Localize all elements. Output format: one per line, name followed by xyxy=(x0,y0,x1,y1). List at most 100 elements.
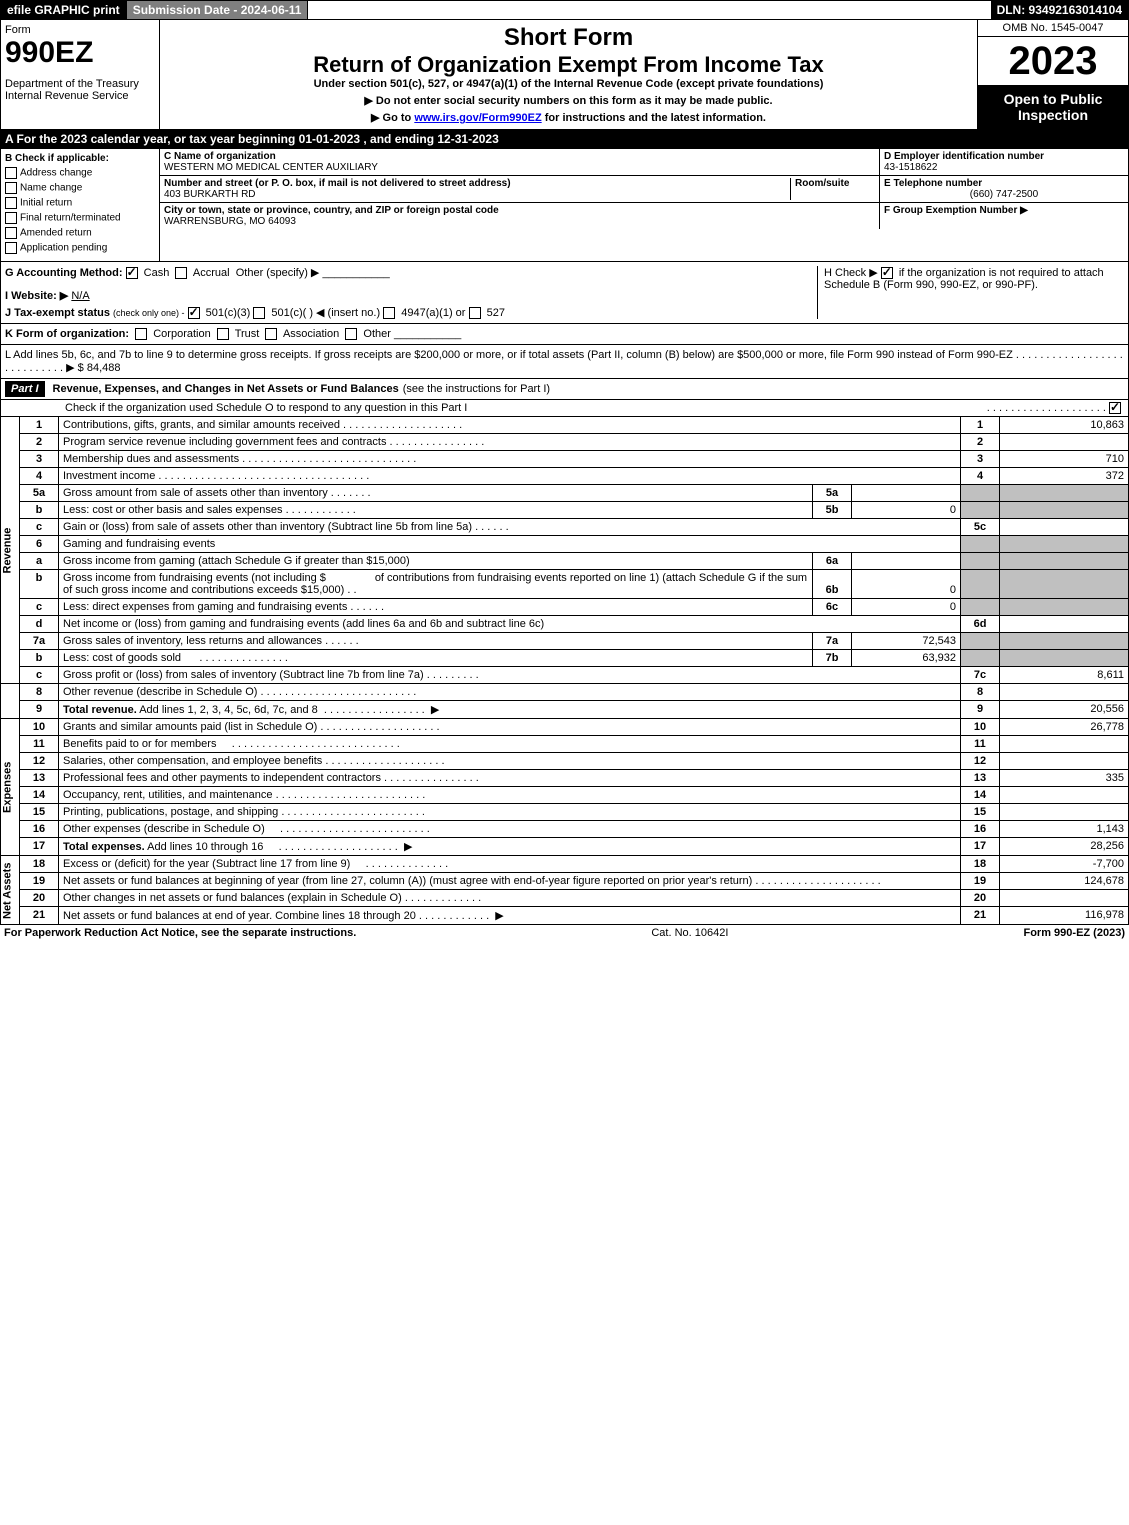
h-text: H Check ▶ xyxy=(824,267,878,279)
room-label: Room/suite xyxy=(795,178,849,189)
part1-table: Revenue 1 Contributions, gifts, grants, … xyxy=(0,417,1129,925)
checkbox-corp-icon[interactable] xyxy=(135,328,147,340)
efile-label[interactable]: efile GRAPHIC print xyxy=(1,1,127,19)
i-label: I Website: ▶ xyxy=(5,290,68,302)
row-14: 14 Occupancy, rent, utilities, and maint… xyxy=(1,787,1129,804)
l6-num: 6 xyxy=(20,536,59,553)
check-application-pending[interactable]: Application pending xyxy=(5,242,155,254)
l2-rnum: 2 xyxy=(961,434,1000,451)
side-netassets: Net Assets xyxy=(1,856,20,925)
l5b-mnum: 5b xyxy=(813,502,852,519)
box-c-name: C Name of organization WESTERN MO MEDICA… xyxy=(160,149,879,175)
row-7a: 7a Gross sales of inventory, less return… xyxy=(1,633,1129,650)
l6a-mval xyxy=(852,553,961,570)
l11-desc: Benefits paid to or for members xyxy=(63,738,216,750)
shaded-cell xyxy=(961,570,1000,599)
check-label-2: Initial return xyxy=(20,198,72,209)
row-9: 9 Total revenue. Add lines 1, 2, 3, 4, 5… xyxy=(1,701,1129,719)
line-g: G Accounting Method: Cash Accrual Other … xyxy=(5,266,817,279)
org-name: WESTERN MO MEDICAL CENTER AUXILIARY xyxy=(164,162,875,173)
checkbox-icon[interactable] xyxy=(5,212,17,224)
check-name-change[interactable]: Name change xyxy=(5,182,155,194)
checkbox-other-icon[interactable] xyxy=(345,328,357,340)
g-accrual: Accrual xyxy=(193,267,230,279)
l9-num: 9 xyxy=(20,701,59,719)
l4-rnum: 4 xyxy=(961,468,1000,485)
checkbox-icon[interactable] xyxy=(5,167,17,179)
check-address-change[interactable]: Address change xyxy=(5,167,155,179)
l5c-rnum: 5c xyxy=(961,519,1000,536)
row-7b: b Less: cost of goods sold . . . . . . .… xyxy=(1,650,1129,667)
part1-subtitle: (see the instructions for Part I) xyxy=(403,383,550,395)
l7b-mnum: 7b xyxy=(813,650,852,667)
l1-num: 1 xyxy=(20,417,59,434)
checkbox-501c3-icon[interactable] xyxy=(188,307,200,319)
checkbox-icon[interactable] xyxy=(5,182,17,194)
l6b-desc1: Gross income from fundraising events (no… xyxy=(63,572,326,584)
shaded-cell xyxy=(1000,570,1129,599)
l5a-desc: Gross amount from sale of assets other t… xyxy=(63,487,328,499)
l17-rval: 28,256 xyxy=(1000,838,1129,856)
l8-rval xyxy=(1000,684,1129,701)
row-4: 4 Investment income . . . . . . . . . . … xyxy=(1,468,1129,485)
checkbox-501c-icon[interactable] xyxy=(253,307,265,319)
omb-number: OMB No. 1545-0047 xyxy=(978,20,1128,37)
checkbox-4947-icon[interactable] xyxy=(383,307,395,319)
row-6a: a Gross income from gaming (attach Sched… xyxy=(1,553,1129,570)
shaded-cell xyxy=(1000,650,1129,667)
section-ghij: G Accounting Method: Cash Accrual Other … xyxy=(0,262,1129,324)
j-note: (check only one) - xyxy=(113,308,185,318)
irs-link[interactable]: www.irs.gov/Form990EZ xyxy=(414,112,541,124)
checkbox-parti-icon[interactable] xyxy=(1109,402,1121,414)
l4-desc: Investment income xyxy=(63,470,155,482)
l2-desc: Program service revenue including govern… xyxy=(63,436,386,448)
submission-date: Submission Date - 2024-06-11 xyxy=(127,1,309,19)
instr-goto: ▶ Go to www.irs.gov/Form990EZ for instru… xyxy=(164,111,973,124)
phone-label: E Telephone number xyxy=(884,178,1124,189)
entity-box: B Check if applicable: Address change Na… xyxy=(0,149,1129,262)
row-21: 21 Net assets or fund balances at end of… xyxy=(1,907,1129,925)
box-cd: C Name of organization WESTERN MO MEDICA… xyxy=(160,149,1128,261)
row-6b: b Gross income from fundraising events (… xyxy=(1,570,1129,599)
checkbox-h-icon[interactable] xyxy=(881,267,893,279)
l11-rnum: 11 xyxy=(961,736,1000,753)
j-4947: 4947(a)(1) or xyxy=(401,307,465,319)
check-amended-return[interactable]: Amended return xyxy=(5,227,155,239)
l5c-rval xyxy=(1000,519,1129,536)
l12-desc: Salaries, other compensation, and employ… xyxy=(63,755,322,767)
l18-desc: Excess or (deficit) for the year (Subtra… xyxy=(63,858,350,870)
check-label-5: Application pending xyxy=(20,243,107,254)
checkbox-527-icon[interactable] xyxy=(469,307,481,319)
l12-rval xyxy=(1000,753,1129,770)
l6d-rnum: 6d xyxy=(961,616,1000,633)
checkbox-cash-icon[interactable] xyxy=(126,267,138,279)
l3-rval: 710 xyxy=(1000,451,1129,468)
short-form-title: Short Form xyxy=(164,24,973,52)
shaded-cell xyxy=(1000,599,1129,616)
top-bar: efile GRAPHIC print Submission Date - 20… xyxy=(0,0,1129,20)
checkbox-icon[interactable] xyxy=(5,197,17,209)
box-f-group: F Group Exemption Number ▶ xyxy=(879,203,1128,229)
l-value: 84,488 xyxy=(87,362,121,374)
check-label-1: Name change xyxy=(20,183,82,194)
checkbox-icon[interactable] xyxy=(5,242,17,254)
header-center: Short Form Return of Organization Exempt… xyxy=(160,20,977,129)
checkbox-accrual-icon[interactable] xyxy=(175,267,187,279)
l13-desc: Professional fees and other payments to … xyxy=(63,772,381,784)
l10-rnum: 10 xyxy=(961,719,1000,736)
checkbox-assoc-icon[interactable] xyxy=(265,328,277,340)
check-initial-return[interactable]: Initial return xyxy=(5,197,155,209)
l5b-desc: Less: cost or other basis and sales expe… xyxy=(63,504,283,516)
row-7c: c Gross profit or (loss) from sales of i… xyxy=(1,667,1129,684)
checkbox-icon[interactable] xyxy=(5,227,17,239)
l6d-num: d xyxy=(20,616,59,633)
l16-desc: Other expenses (describe in Schedule O) xyxy=(63,823,265,835)
checkbox-trust-icon[interactable] xyxy=(217,328,229,340)
l19-num: 19 xyxy=(20,873,59,890)
check-final-return[interactable]: Final return/terminated xyxy=(5,212,155,224)
l14-rnum: 14 xyxy=(961,787,1000,804)
row-20: 20 Other changes in net assets or fund b… xyxy=(1,890,1129,907)
l11-num: 11 xyxy=(20,736,59,753)
l6c-num: c xyxy=(20,599,59,616)
l15-desc: Printing, publications, postage, and shi… xyxy=(63,806,278,818)
